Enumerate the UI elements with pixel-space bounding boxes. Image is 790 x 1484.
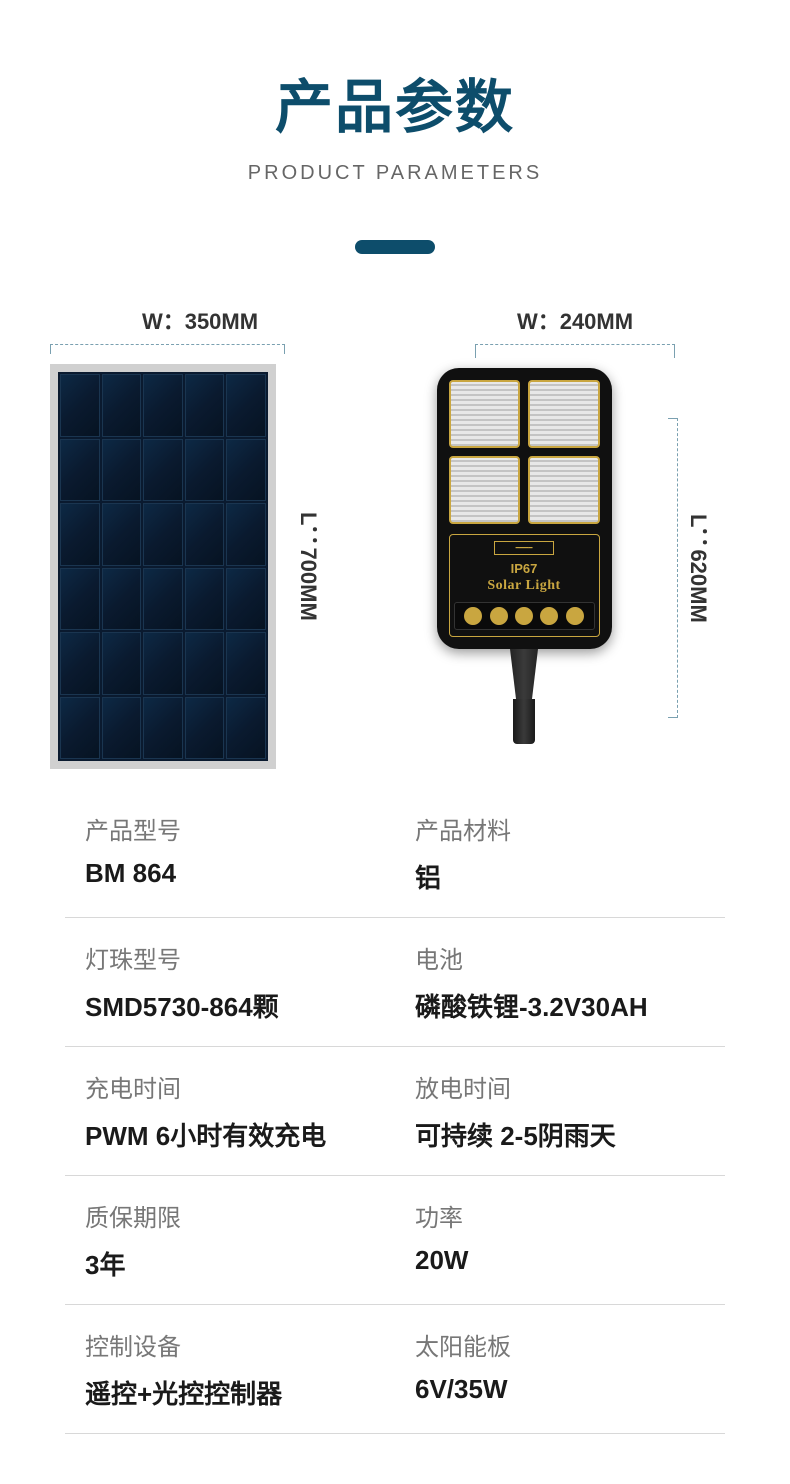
solar-cell: [102, 439, 142, 502]
spec-cell-right: 太阳能板 6V/35W: [395, 1327, 725, 1411]
solar-cell: [60, 503, 100, 566]
solar-cell: [60, 697, 100, 760]
spec-cell-right: 放电时间 可持续 2-5阴雨天: [395, 1069, 725, 1153]
solar-cell: [185, 632, 225, 695]
feature-icon: [464, 607, 482, 625]
light-length-guide: [668, 418, 678, 718]
lamp-pole: [513, 699, 535, 744]
spec-cell-left: 产品型号 BM 864: [65, 811, 395, 895]
spec-value: 遥控+光控控制器: [85, 1374, 395, 1411]
solar-cell: [143, 632, 183, 695]
led-module: [528, 380, 600, 448]
solar-cell: [60, 568, 100, 631]
spec-value: 铝: [415, 858, 725, 895]
solar-cell: [143, 374, 183, 437]
solar-cell: [226, 697, 266, 760]
title-english: PRODUCT PARAMETERS: [0, 162, 790, 185]
spec-cell-left: 控制设备 遥控+光控控制器: [65, 1327, 395, 1411]
led-module: [528, 456, 600, 524]
title-chinese: 产品参数: [0, 60, 790, 144]
solar-panel-graphic: [50, 364, 276, 769]
solar-cell: [102, 503, 142, 566]
panel-length-label: L：700MM: [292, 512, 324, 621]
accent-bar: [355, 240, 435, 254]
solar-cell: [102, 568, 142, 631]
led-module: [449, 456, 521, 524]
spec-cell-left: 充电时间 PWM 6小时有效充电: [65, 1069, 395, 1153]
spec-label: 功率: [415, 1198, 725, 1233]
feature-icon: [540, 607, 558, 625]
spec-cell-right: 电池 磷酸铁锂-3.2V30AH: [395, 940, 725, 1024]
solar-cell: [185, 374, 225, 437]
solar-cell: [226, 439, 266, 502]
feature-icon: [566, 607, 584, 625]
solar-cell: [185, 568, 225, 631]
solar-cell: [60, 374, 100, 437]
solar-cell: [226, 374, 266, 437]
led-module: [449, 380, 521, 448]
specs-table: 产品型号 BM 864 产品材料 铝 灯珠型号 SMD5730-864颗 电池 …: [0, 769, 790, 1484]
feature-icon: [490, 607, 508, 625]
spec-cell-right: 功率 20W: [395, 1198, 725, 1282]
spec-value: 6V/35W: [415, 1374, 725, 1405]
spec-row: 控制设备 遥控+光控控制器 太阳能板 6V/35W: [65, 1305, 725, 1434]
spec-value: SMD5730-864颗: [85, 987, 395, 1024]
solar-cell: [143, 568, 183, 631]
spec-row: 产品型号 BM 864 产品材料 铝: [65, 789, 725, 918]
solar-cell: [185, 697, 225, 760]
spec-cell-left: 质保期限 3年: [65, 1198, 395, 1282]
spec-value: 可持续 2-5阴雨天: [415, 1116, 725, 1153]
spec-value: 磷酸铁锂-3.2V30AH: [415, 987, 725, 1024]
solar-panel-section: W：350MM L：700MM: [50, 304, 350, 769]
solar-cell: [143, 503, 183, 566]
solar-cell: [102, 632, 142, 695]
control-indicator: ━━━━: [494, 541, 554, 555]
solar-cell: [143, 439, 183, 502]
street-light-graphic: ━━━━ IP67 Solar Light: [424, 368, 624, 744]
spec-value: 3年: [85, 1245, 395, 1282]
solar-cell: [226, 503, 266, 566]
spec-label: 充电时间: [85, 1069, 395, 1104]
brand-text: Solar Light: [454, 578, 595, 594]
header: 产品参数 PRODUCT PARAMETERS: [0, 0, 790, 254]
feature-icon: [515, 607, 533, 625]
light-width-label: W：240MM: [475, 304, 675, 336]
spec-value: 20W: [415, 1245, 725, 1276]
light-length-label: L：620MM: [682, 514, 714, 623]
solar-cell: [143, 697, 183, 760]
spec-label: 控制设备: [85, 1327, 395, 1362]
product-images: W：350MM L：700MM W：240MM: [0, 254, 790, 769]
spec-cell-right: 产品材料 铝: [395, 811, 725, 895]
solar-cell: [102, 697, 142, 760]
solar-cell: [185, 439, 225, 502]
spec-label: 产品材料: [415, 811, 725, 846]
solar-cell: [60, 632, 100, 695]
solar-cell: [60, 439, 100, 502]
spec-value: PWM 6小时有效充电: [85, 1116, 395, 1153]
spec-row: 灯珠型号 SMD5730-864颗 电池 磷酸铁锂-3.2V30AH: [65, 918, 725, 1047]
spec-label: 电池: [415, 940, 725, 975]
spec-cell-left: 灯珠型号 SMD5730-864颗: [65, 940, 395, 1024]
solar-cell: [226, 568, 266, 631]
panel-width-guide: [50, 344, 285, 354]
spec-label: 太阳能板: [415, 1327, 725, 1362]
ip-rating: IP67: [454, 561, 595, 576]
light-width-guide: [475, 344, 675, 358]
spec-row: 质保期限 3年 功率 20W: [65, 1176, 725, 1305]
panel-width-label: W：350MM: [50, 304, 350, 336]
lamp-neck: [504, 649, 544, 699]
solar-cell: [102, 374, 142, 437]
spec-value: BM 864: [85, 858, 395, 889]
solar-cell: [185, 503, 225, 566]
spec-label: 灯珠型号: [85, 940, 395, 975]
spec-label: 产品型号: [85, 811, 395, 846]
spec-label: 放电时间: [415, 1069, 725, 1104]
spec-row: 充电时间 PWM 6小时有效充电 放电时间 可持续 2-5阴雨天: [65, 1047, 725, 1176]
solar-cell: [226, 632, 266, 695]
spec-label: 质保期限: [85, 1198, 395, 1233]
street-light-section: W：240MM ━━━━ IP67 Solar Light: [410, 304, 740, 744]
